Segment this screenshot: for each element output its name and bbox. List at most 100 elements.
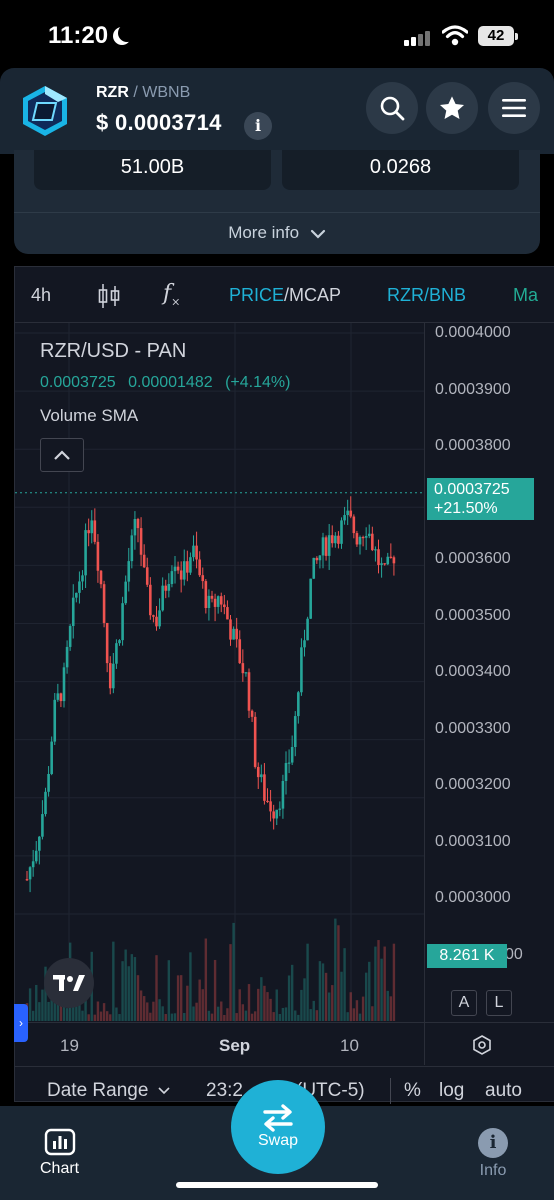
status-bar: 11:20 42	[0, 0, 554, 68]
candle-body	[75, 592, 78, 598]
volume-bar	[318, 961, 322, 1021]
search-button[interactable]	[366, 82, 418, 134]
percent-scale-button[interactable]: %	[404, 1080, 421, 1101]
date-range-button[interactable]: Date Range	[47, 1080, 170, 1102]
volume-bar	[121, 961, 124, 1021]
candle-body	[216, 596, 220, 607]
candle-body	[121, 603, 124, 641]
legend-collapse-button[interactable]	[40, 438, 84, 472]
candle-body	[269, 801, 272, 812]
candle-body	[278, 808, 282, 810]
pair-toggle[interactable]: RZR/BNB	[387, 285, 467, 305]
price-tick: 0.0004000	[435, 324, 511, 341]
timezone-time[interactable]: 23:2	[206, 1080, 243, 1101]
cellular-signal-icon	[404, 30, 434, 46]
favorite-button[interactable]	[426, 82, 478, 134]
candle-body	[374, 549, 377, 551]
price-info-icon[interactable]: i	[244, 112, 272, 140]
menu-button[interactable]	[488, 82, 540, 134]
auto-scale-button[interactable]: A	[451, 990, 477, 1016]
candle-body	[297, 692, 300, 717]
price-mcap-toggle[interactable]: PRICE/MCAP	[229, 285, 341, 306]
chart-settings-icon[interactable]	[471, 1034, 493, 1056]
time-scale-divider	[15, 1022, 554, 1023]
candle-body	[53, 699, 57, 742]
volume-bar	[173, 1013, 177, 1021]
volume-bar	[186, 985, 189, 1021]
candle-body	[207, 595, 211, 609]
candle-body	[306, 618, 309, 641]
candle-body	[226, 607, 229, 620]
candle-body	[250, 710, 254, 717]
more-info-label: More info	[228, 223, 300, 242]
candle-body	[38, 836, 41, 851]
volume-bar	[392, 943, 396, 1021]
log-scale-button[interactable]: L	[486, 990, 512, 1016]
indicators-icon[interactable]: f×	[163, 281, 181, 309]
price-chart[interactable]	[15, 323, 425, 1023]
candle-body	[229, 619, 232, 640]
volume-bar	[281, 1007, 285, 1021]
candle-body	[170, 571, 174, 584]
candle-body	[204, 581, 208, 609]
volume-bar	[146, 1002, 149, 1021]
volume-bar	[275, 989, 278, 1021]
candle-body	[189, 557, 192, 573]
volume-bar	[124, 949, 127, 1021]
price-scale-divider	[424, 323, 425, 1065]
candle-body	[358, 537, 362, 545]
log-scale-toggle[interactable]: log	[439, 1080, 465, 1101]
swap-button[interactable]: Swap	[231, 1080, 325, 1174]
volume-bar	[41, 989, 44, 1021]
candle-type-icon[interactable]	[97, 283, 121, 309]
candle-body	[241, 663, 245, 674]
volume-bar	[183, 1013, 186, 1021]
volume-bar	[192, 1006, 195, 1021]
volume-bar	[210, 1013, 214, 1021]
bar-chart-icon	[44, 1128, 75, 1156]
nav-info-label: Info	[479, 1162, 507, 1179]
volume-bar	[368, 961, 371, 1021]
volume-bar	[250, 1013, 254, 1021]
volume-bar	[343, 948, 346, 1021]
candle-body	[334, 535, 337, 544]
candle-body	[44, 791, 47, 815]
date-range-label: Date Range	[47, 1080, 149, 1101]
price-tick: 00	[505, 946, 523, 963]
swap-label: Swap	[257, 1132, 299, 1149]
volume-bar	[167, 960, 171, 1021]
star-icon	[439, 96, 465, 119]
nav-info[interactable]: i Info	[478, 1128, 508, 1180]
drawing-toolbar-toggle[interactable]: ›	[14, 1004, 28, 1042]
candle-body	[247, 672, 251, 711]
candle-body	[223, 604, 226, 608]
price-tick: 0.0003200	[435, 776, 511, 793]
candle-body	[284, 763, 288, 782]
auto-scale-toggle[interactable]: auto	[485, 1080, 522, 1101]
volume-bar	[380, 958, 383, 1021]
volume-bar	[364, 972, 368, 1021]
more-info-button[interactable]: More info	[14, 212, 540, 252]
candle-body	[186, 561, 189, 573]
volume-bar	[269, 998, 272, 1021]
info-icon: i	[478, 1128, 508, 1158]
price-tick: 0.0003800	[435, 437, 511, 454]
candle-body	[130, 535, 134, 562]
tradingview-logo[interactable]	[44, 958, 94, 1008]
candle-body	[78, 581, 81, 593]
volume-bar	[133, 957, 137, 1021]
nav-chart[interactable]: Chart	[40, 1128, 79, 1178]
price-toggle-label: PRICE	[229, 285, 285, 305]
candle-body	[99, 570, 103, 585]
candle-body	[87, 530, 90, 534]
volume-bar	[361, 996, 365, 1021]
volume-bar	[253, 1011, 257, 1021]
volume-bar	[198, 979, 201, 1021]
candle-body	[47, 773, 50, 792]
toolbar-overflow-item[interactable]: Ma	[513, 285, 539, 305]
candle-body	[275, 809, 279, 819]
candle-body	[290, 747, 294, 763]
chevron-down-icon	[310, 229, 325, 239]
interval-button[interactable]: 4h	[31, 285, 52, 305]
candle-body	[133, 518, 137, 536]
